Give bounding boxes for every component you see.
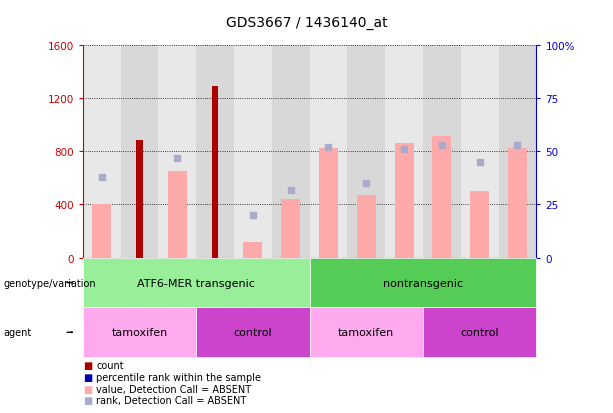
Bar (234, 45, 272, 258)
Text: control: control (460, 328, 499, 337)
Text: ■: ■ (83, 361, 92, 370)
Bar (211, 87, 218, 258)
Text: tamoxifen: tamoxifen (338, 328, 394, 337)
Bar (196, 45, 234, 258)
Bar (348, 45, 385, 258)
Text: rank, Detection Call = ABSENT: rank, Detection Call = ABSENT (96, 395, 246, 405)
Text: nontransgenic: nontransgenic (383, 278, 463, 288)
Bar (498, 45, 536, 258)
Bar (508, 149, 527, 258)
Bar (281, 199, 300, 258)
Text: value, Detection Call = ABSENT: value, Detection Call = ABSENT (96, 384, 251, 394)
Bar (272, 45, 310, 258)
Text: control: control (234, 328, 272, 337)
Text: ■: ■ (83, 372, 92, 382)
Text: agent: agent (3, 328, 31, 337)
Bar (385, 45, 423, 258)
Text: ■: ■ (83, 395, 92, 405)
Bar (83, 45, 121, 258)
Text: tamoxifen: tamoxifen (112, 328, 167, 337)
Text: percentile rank within the sample: percentile rank within the sample (96, 372, 261, 382)
Bar (310, 45, 348, 258)
Text: genotype/variation: genotype/variation (3, 278, 96, 288)
Bar (121, 45, 158, 258)
Text: count: count (96, 361, 124, 370)
Text: ATF6-MER transgenic: ATF6-MER transgenic (137, 278, 255, 288)
Bar (423, 45, 461, 258)
Bar (461, 45, 498, 258)
Text: GDS3667 / 1436140_at: GDS3667 / 1436140_at (226, 16, 387, 30)
Bar (319, 149, 338, 258)
Bar (432, 137, 451, 258)
Bar (357, 196, 376, 258)
Bar (136, 141, 143, 258)
Text: ■: ■ (83, 384, 92, 394)
Bar (158, 45, 196, 258)
Bar (395, 144, 414, 258)
Bar (470, 192, 489, 258)
Bar (243, 242, 262, 258)
Bar (92, 205, 111, 258)
Bar (168, 172, 187, 258)
